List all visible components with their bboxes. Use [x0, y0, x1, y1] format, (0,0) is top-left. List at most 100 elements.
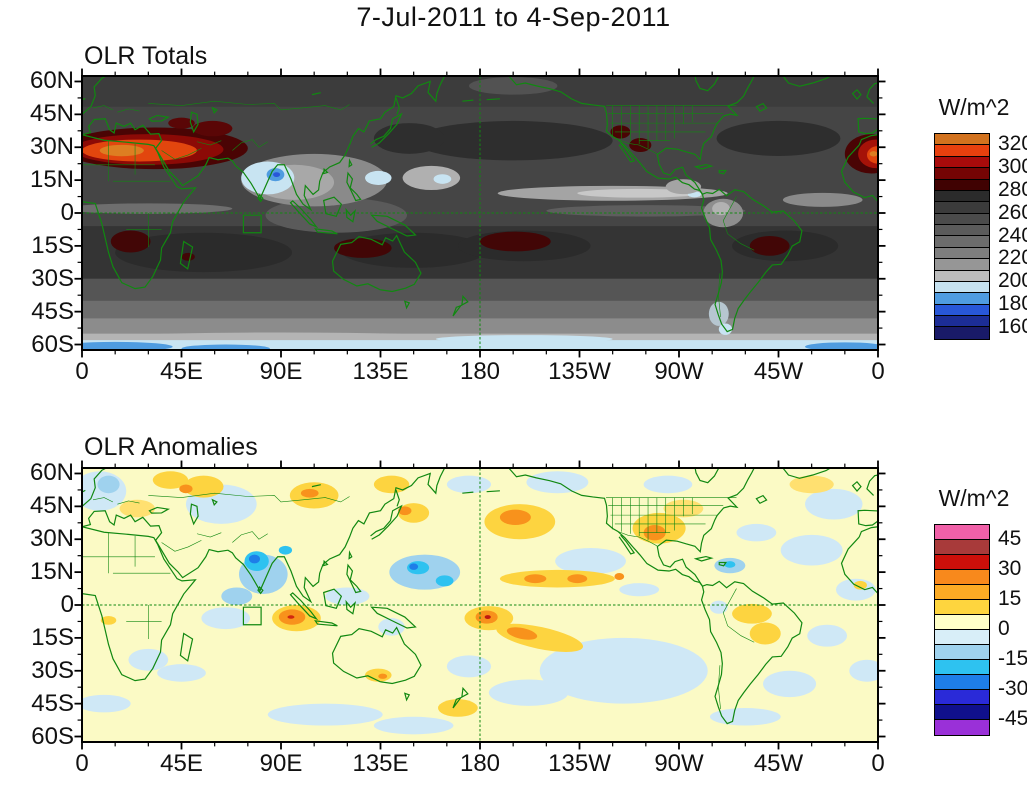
coastline [487, 491, 500, 492]
lat-tick-label: 15S [31, 231, 74, 259]
contour-blob [300, 488, 319, 498]
contour-blob [181, 252, 195, 261]
colorbar-tick-label: 30 [998, 557, 1022, 580]
contour-blob [524, 574, 547, 584]
coastline [82, 468, 445, 602]
colorbar-box [935, 660, 989, 675]
contour-blob [192, 120, 233, 137]
coastline [82, 76, 445, 210]
lat-tick-label: 60S [31, 722, 74, 750]
contour-blob [365, 668, 392, 682]
country-border [718, 665, 720, 709]
contour-blob [506, 627, 538, 640]
lat-tick-label: 60N [29, 459, 74, 487]
colorbar-tick-label: -15 [998, 647, 1027, 670]
coastline [347, 173, 361, 200]
coastline [405, 693, 409, 700]
coastline [212, 108, 216, 113]
contour-blob [278, 545, 293, 555]
lat-tick-label: 15N [29, 166, 74, 194]
coastline [756, 496, 766, 504]
coastline [867, 475, 878, 495]
contour-blob [82, 203, 233, 214]
lat-tick-label: 30N [29, 525, 74, 553]
coastline [212, 500, 216, 505]
coastline [324, 169, 328, 173]
index-region-box [243, 607, 261, 625]
contour-blob [100, 615, 117, 625]
coastline [696, 165, 712, 169]
coastline [756, 104, 766, 112]
lat-tick-label: 0 [60, 591, 74, 618]
lon-tick-label: 135W [548, 358, 611, 385]
contour-blob [82, 341, 173, 350]
coastline [619, 143, 634, 162]
coastline [462, 296, 468, 305]
contour-blob [181, 344, 270, 350]
contour-blob [110, 230, 151, 253]
contour-blob [365, 170, 392, 185]
colorbar-tick-label: 220 [998, 246, 1027, 270]
contour-blob [168, 117, 195, 129]
coastline [315, 621, 337, 626]
coastline [853, 90, 861, 99]
coastline [867, 83, 878, 103]
lat-tick-label: 30N [29, 133, 74, 161]
colorbar-box [935, 225, 989, 237]
coastline [657, 468, 754, 586]
contour-blob [807, 624, 848, 647]
country-border [162, 148, 202, 159]
colorbar-anomalies [934, 524, 990, 736]
coastline [405, 301, 409, 308]
colorbar-box [935, 600, 989, 615]
contour-blob [97, 475, 120, 494]
colorbar-tick-label: 260 [998, 200, 1027, 224]
coastline [324, 589, 342, 608]
contour-blob [555, 548, 626, 575]
contour-blob [749, 622, 781, 645]
coastline [347, 565, 361, 592]
contour-blob [484, 615, 491, 620]
contour-blob [736, 523, 777, 542]
contour-blob [780, 534, 843, 566]
panel-title-olr-totals: OLR Totals [84, 42, 208, 70]
coastline [859, 135, 878, 145]
lat-tick-label: 30S [31, 264, 74, 292]
coastline [695, 76, 719, 91]
coastline [853, 482, 861, 491]
country-border [723, 589, 754, 643]
anomalies-map-svg [82, 468, 878, 742]
contour-blob [488, 679, 569, 706]
tick-marks [74, 69, 885, 358]
contour-blob [853, 580, 867, 590]
coastline [842, 145, 878, 202]
country-border [93, 106, 113, 110]
coastline [842, 537, 878, 594]
coastline [349, 160, 352, 166]
country-border [117, 501, 139, 504]
colorbar-box [935, 570, 989, 585]
contour-blob [724, 561, 736, 568]
lon-tick-label: 135E [352, 750, 409, 777]
contour-blob [378, 673, 388, 679]
lon-tick-label: 45E [160, 358, 203, 385]
lon-tick-label: 135E [352, 358, 409, 385]
coastline [462, 492, 473, 493]
coastline [333, 236, 421, 292]
coastline [180, 633, 192, 660]
coastline [657, 76, 754, 194]
lon-tick-label: 90W [654, 750, 704, 777]
contour-blob [99, 144, 144, 157]
colorbar-box [935, 134, 989, 146]
olr-anomalies-map [82, 468, 878, 742]
colorbar-tick-label: 0 [998, 617, 1010, 640]
country-border [617, 531, 657, 546]
coastline [372, 215, 416, 236]
contour-blob [435, 335, 613, 343]
country-border [232, 532, 267, 543]
coastline [509, 76, 802, 332]
colorbar-box [935, 156, 989, 169]
lon-tick-label: 90E [259, 750, 303, 777]
contour-blob [789, 475, 834, 494]
